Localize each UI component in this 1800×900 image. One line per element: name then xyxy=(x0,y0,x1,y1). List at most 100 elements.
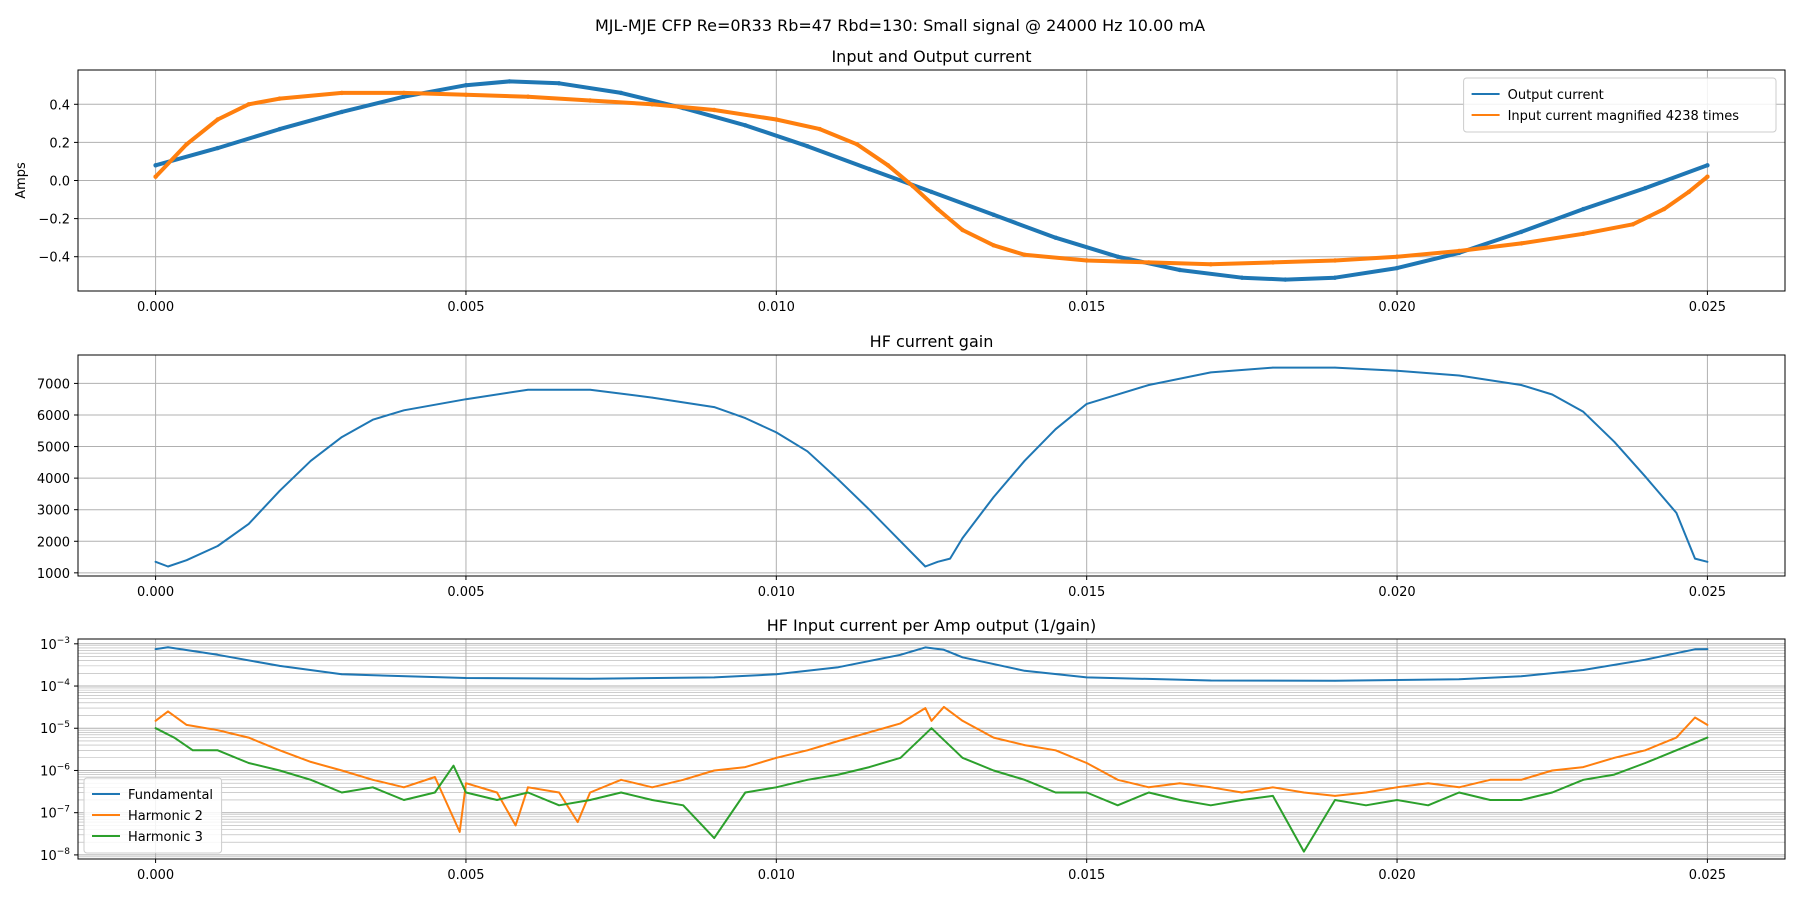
data-point xyxy=(1396,786,1398,789)
data-point xyxy=(924,565,927,568)
data-point xyxy=(278,769,281,772)
data-point xyxy=(1630,222,1636,227)
data-point xyxy=(401,94,407,99)
axes-frame xyxy=(77,354,1786,577)
data-point xyxy=(310,761,312,763)
data-point xyxy=(452,764,455,767)
data-point xyxy=(1210,371,1212,374)
data-point xyxy=(1551,393,1553,396)
data-point xyxy=(935,206,940,212)
data-point xyxy=(1706,648,1709,650)
data-point xyxy=(1644,762,1647,764)
data-point xyxy=(1241,791,1243,794)
data-point xyxy=(589,678,591,680)
data-point xyxy=(278,490,281,492)
data-point xyxy=(154,561,157,563)
data-point xyxy=(1705,174,1710,179)
data-point xyxy=(1394,265,1400,271)
data-point xyxy=(216,654,219,656)
data-point xyxy=(806,779,809,781)
data-point xyxy=(1643,185,1648,191)
data-point xyxy=(744,417,747,419)
data-point xyxy=(403,409,405,412)
data-point xyxy=(1365,804,1367,807)
x-tick-label: 0.020 xyxy=(1378,585,1415,600)
data-point xyxy=(1394,254,1400,259)
y-tick-label: 1000 xyxy=(37,567,70,582)
data-point xyxy=(885,163,891,168)
data-point xyxy=(868,731,871,734)
legend-box xyxy=(83,777,223,854)
legend-label: Output current xyxy=(1508,88,1604,103)
series-line-harmonic-2 xyxy=(154,705,1709,833)
data-point xyxy=(247,736,250,739)
plot-title: Input and Output current xyxy=(831,47,1031,66)
data-point xyxy=(1053,235,1058,240)
x-tick-label: 0.010 xyxy=(758,585,795,600)
data-point xyxy=(1551,791,1553,794)
data-point xyxy=(943,649,945,651)
y-tick-label: 10−8 xyxy=(40,847,70,864)
data-point xyxy=(924,646,927,649)
data-point xyxy=(1427,804,1429,807)
data-point xyxy=(372,418,374,421)
legend-label: Fundamental xyxy=(128,788,213,803)
data-point xyxy=(463,92,469,98)
data-point xyxy=(1332,275,1338,280)
data-point xyxy=(247,523,250,525)
data-point xyxy=(1520,384,1522,386)
data-point xyxy=(1613,773,1616,776)
plot-title: HF Input current per Amp output (1/gain) xyxy=(767,616,1097,635)
data-point xyxy=(1396,370,1398,372)
data-point xyxy=(496,791,498,794)
data-point xyxy=(1179,782,1181,784)
data-point xyxy=(556,81,562,86)
data-point xyxy=(1239,275,1245,280)
data-point xyxy=(930,720,933,722)
y-tick-label: 0.0 xyxy=(49,175,70,190)
data-point xyxy=(1458,678,1460,680)
data-point xyxy=(1270,260,1276,265)
data-point xyxy=(1272,795,1274,797)
data-point xyxy=(930,727,933,729)
data-point xyxy=(899,540,902,543)
data-point xyxy=(817,126,822,132)
data-point xyxy=(1116,779,1119,781)
data-point xyxy=(1054,791,1057,794)
data-point xyxy=(185,559,188,561)
data-point xyxy=(1644,658,1647,661)
data-point xyxy=(929,189,934,195)
data-point xyxy=(153,174,158,179)
x-tick-label: 0.015 xyxy=(1068,300,1105,315)
data-point xyxy=(618,90,624,96)
x-tick-label: 0.005 xyxy=(447,868,484,883)
data-point xyxy=(837,478,840,481)
data-point xyxy=(1115,254,1120,259)
data-point xyxy=(744,791,747,794)
data-point xyxy=(589,799,591,801)
data-point xyxy=(1706,724,1709,726)
data-point xyxy=(1613,441,1616,443)
data-point xyxy=(992,496,995,498)
x-tick-label: 0.000 xyxy=(137,868,174,883)
data-point xyxy=(184,142,189,147)
data-point xyxy=(339,109,344,115)
series-group xyxy=(154,646,1709,853)
data-point xyxy=(215,145,220,151)
data-point xyxy=(651,786,653,789)
y-tick-label: 10−7 xyxy=(40,805,70,822)
legend-box xyxy=(1463,77,1777,133)
data-point xyxy=(341,791,343,794)
data-point xyxy=(961,537,964,539)
data-point xyxy=(1613,757,1616,759)
data-point xyxy=(1334,795,1336,797)
data-point xyxy=(403,786,405,789)
data-point xyxy=(458,831,461,833)
data-point xyxy=(837,666,840,668)
data-point xyxy=(924,707,927,709)
y-tick-label: 0.2 xyxy=(49,136,70,151)
x-tick-label: 0.025 xyxy=(1689,868,1726,883)
data-point xyxy=(775,786,778,789)
data-point xyxy=(1208,262,1214,267)
y-tick-label: 5000 xyxy=(37,441,70,456)
